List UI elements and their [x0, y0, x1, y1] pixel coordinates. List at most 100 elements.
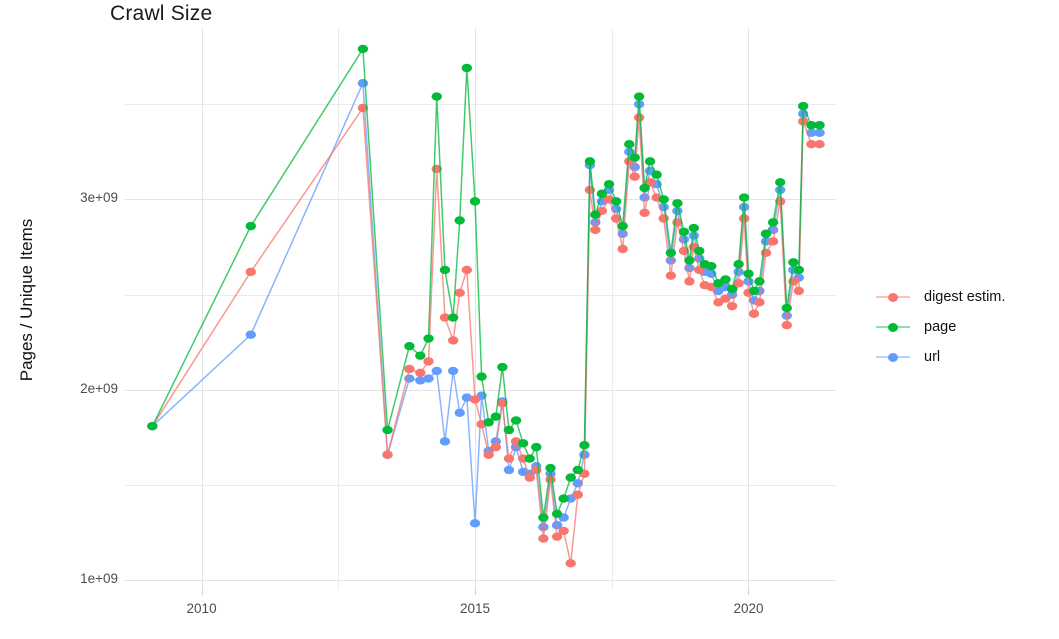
data-point: [483, 450, 494, 459]
data-point: [738, 193, 750, 202]
data-point: [454, 408, 465, 418]
data-point: [439, 313, 451, 322]
data-point: [490, 412, 502, 421]
legend-item-url[interactable]: url: [876, 348, 1005, 366]
data-point: [644, 178, 656, 187]
series-url: [147, 79, 825, 532]
data-point: [461, 63, 473, 73]
data-point: [658, 195, 669, 204]
data-point: [476, 372, 487, 381]
data-point: [738, 214, 750, 223]
data-point: [431, 366, 442, 376]
data-point: [404, 364, 415, 374]
data-point: [357, 44, 369, 54]
data-point: [781, 303, 792, 313]
data-point: [572, 490, 584, 499]
data-point: [590, 210, 601, 219]
data-point: [423, 357, 434, 366]
legend-item-digest-estim-[interactable]: digest estim.: [876, 288, 1005, 306]
data-point: [538, 534, 549, 543]
data-point: [447, 336, 459, 345]
data-point: [524, 473, 535, 482]
data-point: [617, 244, 628, 254]
gridline-vertical: [611, 28, 613, 590]
data-point: [415, 351, 426, 360]
data-point: [584, 157, 596, 166]
data-point: [633, 92, 645, 101]
legend-label: page: [924, 319, 957, 335]
data-point: [767, 237, 779, 246]
data-point: [538, 513, 549, 522]
data-point: [538, 522, 549, 532]
data-point: [644, 157, 656, 166]
data-point: [357, 103, 369, 113]
gridline-vertical: [748, 28, 750, 590]
data-point: [454, 288, 465, 298]
data-point: [469, 197, 481, 206]
legend-item-page[interactable]: page: [876, 318, 1005, 336]
data-point: [415, 376, 426, 385]
series-page: [147, 44, 825, 522]
x-tick-mark: [748, 590, 750, 595]
data-point: [651, 170, 662, 179]
gridline-horizontal: [125, 485, 836, 487]
data-point: [754, 298, 765, 307]
legend-key-icon: [876, 348, 910, 366]
data-point: [610, 197, 622, 206]
data-point: [684, 256, 695, 265]
y-tick-label: 3e+09: [80, 190, 118, 206]
data-point: [503, 425, 515, 435]
data-point: [706, 261, 717, 271]
data-point: [423, 334, 434, 343]
data-point: [629, 153, 640, 162]
data-point: [565, 473, 576, 482]
y-tick-label: 1e+09: [80, 571, 118, 587]
data-point: [760, 237, 772, 246]
data-point: [639, 183, 650, 193]
data-point: [524, 454, 535, 463]
data-point: [415, 368, 426, 378]
data-point: [748, 309, 760, 318]
data-point: [531, 442, 542, 452]
data-point: [469, 519, 481, 528]
data-point: [503, 454, 515, 463]
gridline-vertical: [201, 28, 203, 590]
x-tick-label: 2010: [186, 601, 217, 616]
data-point: [754, 277, 765, 286]
data-point: [490, 442, 502, 452]
data-point: [733, 260, 744, 269]
chart-title: Crawl Size: [110, 2, 213, 25]
data-point: [814, 120, 825, 130]
data-point: [684, 277, 695, 286]
data-point: [551, 509, 563, 518]
data-point: [382, 425, 393, 435]
data-point: [545, 463, 556, 473]
data-point: [469, 395, 481, 404]
data-point: [147, 421, 158, 431]
x-tick-label: 2015: [459, 601, 491, 616]
data-point: [720, 294, 731, 303]
legend-key-icon: [876, 288, 910, 306]
data-point: [461, 393, 473, 402]
x-tick-mark: [201, 590, 203, 595]
data-point: [760, 229, 772, 238]
data-point: [483, 418, 494, 427]
data-point: [565, 559, 576, 568]
data-point: [596, 189, 608, 198]
data-point: [461, 265, 473, 275]
data-point: [439, 265, 451, 275]
data-point: [720, 275, 731, 284]
data-point: [447, 366, 459, 376]
data-point: [793, 265, 805, 275]
data-point: [665, 248, 677, 257]
legend-label: url: [924, 349, 941, 365]
data-point: [590, 225, 601, 235]
data-point: [531, 465, 542, 475]
chart-legend: digest estim. page url: [876, 288, 1005, 366]
data-point: [788, 258, 799, 267]
data-point: [497, 399, 508, 408]
data-point: [814, 128, 825, 137]
y-tick-label: 2e+09: [80, 380, 118, 396]
data-point: [624, 140, 635, 149]
data-point: [610, 214, 622, 223]
